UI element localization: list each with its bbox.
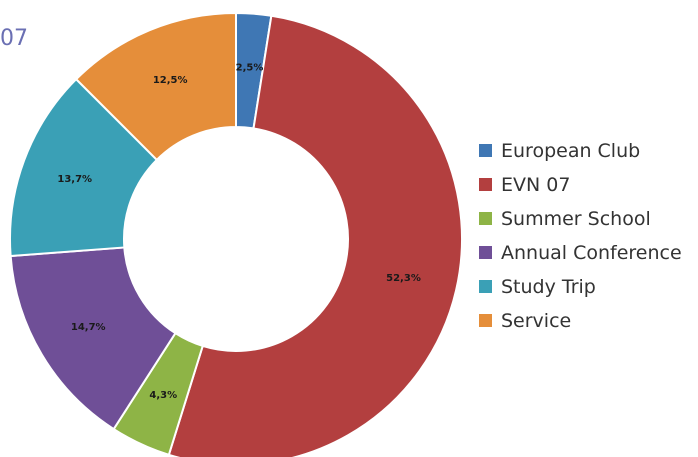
- legend-label: Annual Conference: [501, 241, 682, 264]
- legend-swatch: [479, 280, 492, 293]
- chart-legend: European Club EVN 07 Summer School Annua…: [479, 138, 682, 333]
- legend-item-evn-07: EVN 07: [479, 172, 682, 197]
- legend-label: Service: [501, 309, 572, 332]
- legend-item-annual-conference: Annual Conference: [479, 240, 682, 265]
- legend-swatch: [479, 314, 492, 327]
- data-label-annual-conference: 14,7%: [71, 322, 106, 333]
- legend-swatch: [479, 144, 492, 157]
- data-label-evn-07: 52,3%: [386, 273, 421, 284]
- donut-slice-evn-07: [167, 14, 463, 457]
- data-label-european-club: 2,5%: [236, 63, 264, 74]
- legend-label: Study Trip: [501, 275, 596, 298]
- legend-label: European Club: [501, 139, 641, 162]
- donut-slices: [9, 11, 463, 457]
- legend-label: EVN 07: [501, 173, 571, 196]
- donut-slice-service: [74, 11, 237, 162]
- legend-label: Summer School: [501, 207, 651, 230]
- legend-item-service: Service: [479, 308, 682, 333]
- data-label-summer-school: 4,3%: [149, 390, 177, 401]
- donut-slice-annual-conference: [9, 246, 177, 431]
- legend-swatch: [479, 246, 492, 259]
- donut-data-labels: 2,5% 52,3% 4,3% 14,7% 13,7% 12,5%: [57, 63, 420, 401]
- legend-item-european-club: European Club: [479, 138, 682, 163]
- legend-item-summer-school: Summer School: [479, 206, 682, 231]
- legend-item-study-trip: Study Trip: [479, 274, 682, 299]
- legend-swatch: [479, 212, 492, 225]
- data-label-study-trip: 13,7%: [57, 174, 92, 185]
- chart-title-fragment: 07: [0, 26, 28, 51]
- data-label-service: 12,5%: [153, 75, 188, 86]
- legend-swatch: [479, 178, 492, 191]
